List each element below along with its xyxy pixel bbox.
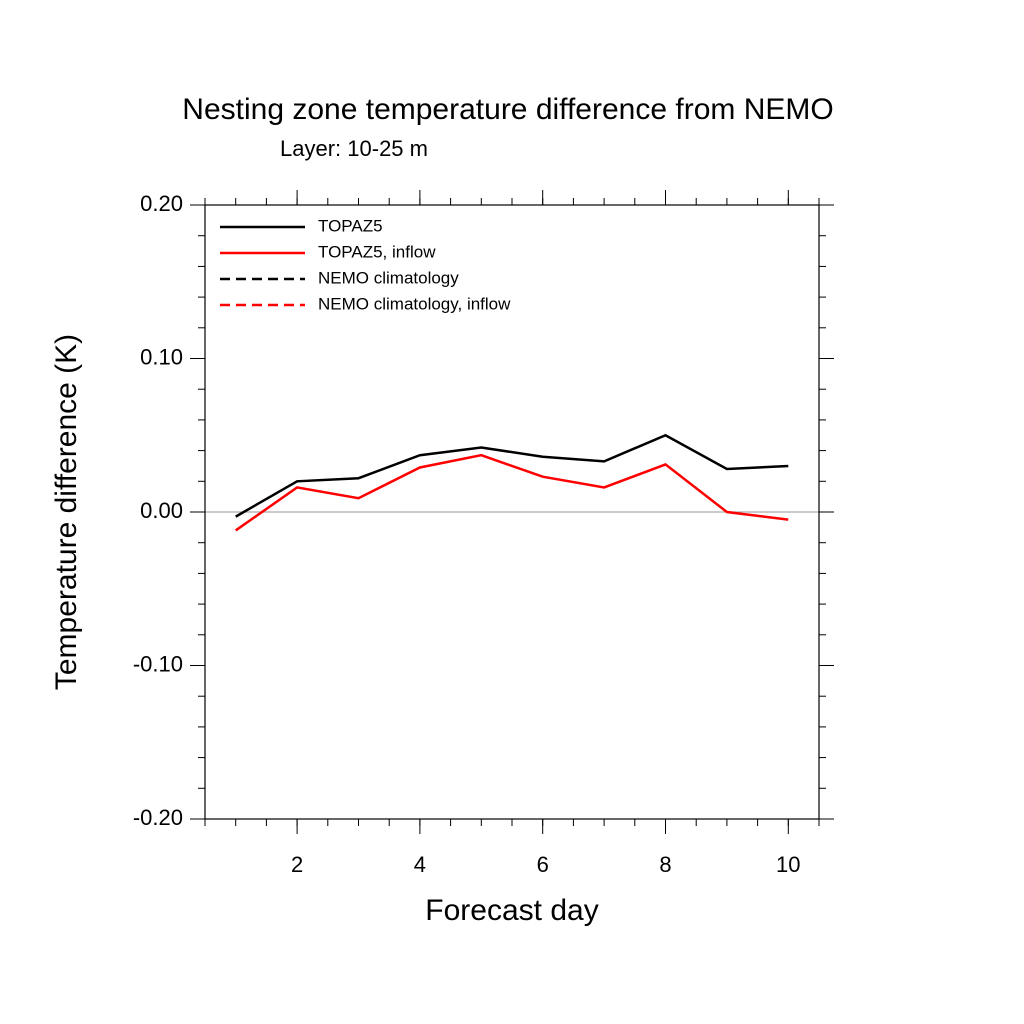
x-tick-label: 8 [659, 852, 671, 877]
series-line [234, 453, 789, 532]
legend-label: TOPAZ5, inflow [318, 242, 436, 261]
y-axis-label: Temperature difference (K) [50, 334, 83, 690]
plot-frame [204, 204, 820, 820]
y-tick-label: 0.20 [140, 191, 183, 216]
y-tick-label: -0.20 [133, 805, 183, 830]
x-tick-label: 2 [291, 852, 303, 877]
y-tick-label: -0.10 [133, 651, 183, 676]
y-tick-label: 0.10 [140, 344, 183, 369]
legend-label: TOPAZ5 [318, 216, 383, 235]
series-line [235, 433, 789, 518]
chart-subtitle: Layer: 10-25 m [280, 136, 428, 161]
chart-title: Nesting zone temperature difference from… [182, 93, 833, 126]
legend-label: NEMO climatology, inflow [318, 294, 511, 313]
legend-label: NEMO climatology [318, 268, 459, 287]
x-axis-label: Forecast day [425, 894, 598, 927]
x-tick-label: 10 [776, 852, 800, 877]
x-tick-label: 4 [414, 852, 426, 877]
y-tick-label: 0.00 [140, 498, 183, 523]
x-tick-label: 6 [537, 852, 549, 877]
